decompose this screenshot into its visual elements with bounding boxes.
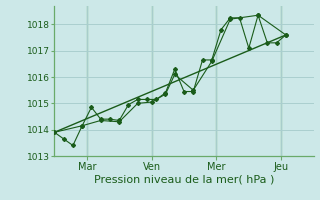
X-axis label: Pression niveau de la mer( hPa ): Pression niveau de la mer( hPa ) [94, 174, 274, 184]
